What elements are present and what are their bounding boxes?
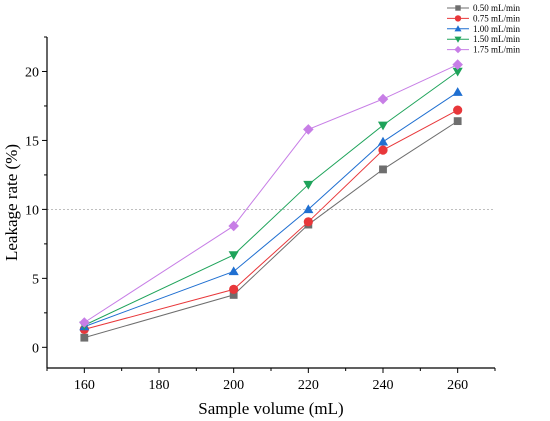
legend-label: 1.00 mL/min	[473, 24, 520, 34]
x-axis-ticks: 160 180 200 220 240 260	[46, 368, 496, 393]
data-point	[303, 180, 314, 190]
legend-item: 0.75 mL/min	[447, 13, 520, 23]
x-tick-label: 160	[74, 378, 95, 393]
legend-item: 1.00 mL/min	[447, 24, 520, 34]
data-point	[379, 165, 387, 174]
x-axis-title: Sample volume (mL)	[198, 399, 343, 418]
legend-marker	[455, 5, 461, 11]
legend-marker	[454, 15, 462, 22]
data-point	[228, 251, 239, 260]
series-line	[84, 64, 458, 323]
x-tick-label: 200	[223, 378, 244, 393]
data-point	[228, 266, 239, 276]
series-layer	[79, 59, 463, 342]
data-point	[453, 117, 462, 126]
series-line	[84, 71, 458, 326]
legend-label: 0.75 mL/min	[473, 13, 520, 23]
legend-item: 0.50 mL/min	[447, 3, 520, 13]
y-tick-label: 10	[25, 203, 39, 218]
x-tick-label: 220	[298, 378, 319, 393]
data-point	[229, 290, 238, 299]
legend-label: 0.50 mL/min	[473, 3, 520, 13]
data-point	[453, 105, 463, 115]
data-point	[378, 145, 388, 155]
y-tick-label: 15	[25, 134, 39, 149]
data-point	[377, 121, 389, 131]
legend-marker	[454, 36, 462, 43]
y-tick-label: 20	[25, 65, 39, 80]
y-axis-title: Leakage rate (%)	[2, 144, 21, 261]
legend-label: 1.75 mL/min	[473, 45, 520, 55]
data-point	[303, 124, 314, 135]
data-point	[79, 317, 90, 328]
data-point	[80, 333, 89, 342]
series-0-50-ml-min	[80, 117, 462, 342]
data-point	[229, 284, 239, 294]
data-point	[228, 220, 239, 232]
data-point	[452, 59, 463, 70]
data-point	[377, 136, 389, 146]
series-line	[84, 120, 458, 339]
data-point	[452, 87, 463, 96]
data-point	[452, 67, 463, 77]
y-tick-label: 5	[32, 272, 39, 287]
series-1-75-ml-min	[79, 59, 463, 328]
y-tick-label: 0	[32, 341, 39, 356]
series-1-00-ml-min	[79, 87, 463, 331]
legend-marker	[454, 25, 462, 32]
data-point	[377, 93, 389, 105]
legend-item: 1.50 mL/min	[447, 34, 520, 44]
x-tick-label: 240	[373, 378, 394, 393]
legend-item: 1.75 mL/min	[447, 45, 520, 55]
data-point	[303, 204, 314, 214]
y-axis-ticks: 0 5 10 15 20	[25, 36, 47, 356]
x-tick-label: 180	[149, 378, 170, 393]
x-tick-label: 260	[447, 378, 468, 393]
legend-label: 1.50 mL/min	[473, 34, 520, 44]
data-point	[303, 217, 313, 227]
legend-marker	[454, 45, 462, 54]
series-1-50-ml-min	[79, 67, 463, 331]
